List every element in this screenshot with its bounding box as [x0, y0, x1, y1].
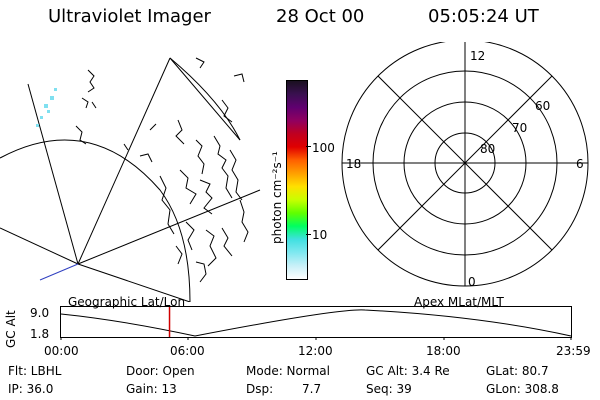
altitude-curve [60, 309, 572, 337]
timeline-frame [60, 306, 572, 338]
polar-label-60: 60 [535, 99, 550, 113]
info-glon: GLon: 308.8 [486, 382, 559, 396]
timeline-xtick-0600: 06:00 [170, 344, 205, 358]
polar-diagonal-2 [377, 75, 553, 251]
timeline-plot [60, 306, 572, 340]
app-title: Ultraviolet Imager [48, 6, 211, 27]
polar-label-6: 6 [576, 157, 584, 171]
timeline-xtick-2359: 23:59 [556, 344, 591, 358]
aurora-emission [36, 88, 57, 127]
info-seq: Seq: 39 [366, 382, 412, 396]
observation-date: 28 Oct 00 [276, 6, 365, 27]
map-meridian-1 [27, 83, 79, 265]
coastlines [75, 57, 249, 283]
timeline-ytick-high: 9.0 [30, 306, 50, 320]
colorbar-tick-mark-100 [306, 146, 311, 147]
colorbar-tick-mark-10 [306, 234, 311, 235]
info-gc-alt: GC Alt: 3.4 Re [366, 364, 450, 378]
colorbar [286, 80, 308, 280]
timeline-ytick-low: 1.8 [30, 327, 50, 341]
polar-label-0: 0 [468, 275, 476, 289]
observation-time: 05:05:24 UT [428, 6, 539, 27]
map-meridian-5 [77, 263, 191, 302]
polar-label-70: 70 [512, 121, 527, 135]
map-meridian-2 [77, 57, 171, 265]
geographic-map [0, 57, 261, 302]
timeline-xtick-1200: 12:00 [298, 344, 333, 358]
map-meridian-6 [169, 57, 241, 141]
colorbar-tick-10: 10 [312, 228, 328, 242]
timeline-xtick-0000: 00:00 [44, 344, 79, 358]
timeline-ylabel: GC Alt [4, 310, 18, 348]
colorbar-tick-100: 100 [312, 141, 335, 155]
timeline-xtick-1800: 18:00 [426, 344, 461, 358]
polar-label-12: 12 [470, 49, 485, 63]
polar-label-80: 80 [480, 142, 495, 156]
info-dsp-value: 7.7 [302, 382, 322, 396]
polar-plot: 12 0 18 6 60 70 80 [341, 42, 589, 289]
info-door: Door: Open [126, 364, 195, 378]
map-meridian-4 [0, 227, 79, 265]
map-grid-arc-outer [169, 57, 241, 141]
timeline-left-title: Geographic Lat/Lon [68, 295, 186, 309]
colorbar-unit-label: photon cm⁻²s⁻¹ [270, 151, 284, 244]
info-dsp-label: Dsp: [246, 382, 274, 396]
timeline-right-title: Apex MLat/MLT [414, 295, 504, 309]
satellite-track [39, 263, 79, 281]
info-glat: GLat: 80.7 [486, 364, 549, 378]
info-gain: Gain: 13 [126, 382, 177, 396]
info-ip: IP: 36.0 [8, 382, 54, 396]
map-grid-arc-inner [0, 139, 191, 302]
info-flt: Flt: LBHL [8, 364, 62, 378]
info-mode: Mode: Normal [246, 364, 330, 378]
map-meridian-3 [77, 189, 261, 265]
polar-label-18: 18 [346, 157, 361, 171]
